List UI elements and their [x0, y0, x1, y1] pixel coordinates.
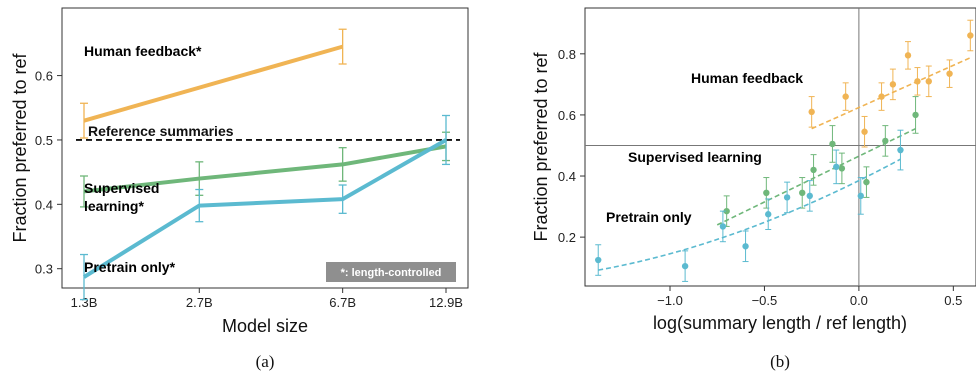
y-tick-label: 0.3 — [35, 262, 53, 277]
panel-b-y-axis-title: Fraction preferred to ref — [531, 51, 551, 241]
y-tick-label: 0.6 — [558, 108, 576, 123]
x-tick-label: −1.0 — [657, 293, 683, 308]
panel-a-y-axis-title: Fraction preferred to ref — [10, 52, 30, 242]
y-tick-label: 0.5 — [35, 133, 53, 148]
human-feedback-fit-line — [811, 56, 973, 130]
pretrain-only-point — [897, 146, 904, 154]
supervised-learning-line — [83, 144, 447, 194]
supervised-learning-point — [863, 178, 870, 186]
supervised-learning-point — [838, 165, 846, 172]
panel-a-series-labels: Human feedback* Supervised learning* Pre… — [84, 43, 202, 275]
pretrain-only-point — [765, 211, 772, 218]
panel-a-y-ticks: 0.3 0.4 0.5 0.6 — [35, 69, 62, 277]
supervised-learning-point — [882, 137, 889, 145]
panel-b-frame — [584, 7, 976, 287]
pretrain-only-point — [857, 192, 864, 200]
x-tick-label: 0.0 — [850, 293, 868, 308]
series-label-human-feedback-b: Human feedback — [691, 70, 803, 86]
supervised-learning-point — [829, 140, 836, 148]
pretrain-only-point — [595, 256, 602, 264]
human-feedback-point — [889, 81, 897, 88]
pretrain-only-fit-line — [598, 158, 901, 271]
y-tick-label: 0.8 — [558, 47, 576, 62]
supervised-learning-fit-line — [716, 127, 916, 226]
panel-a-series — [80, 28, 450, 301]
supervised-learning-point — [810, 166, 817, 174]
pretrain-only-point — [742, 243, 749, 250]
human-feedback-point — [946, 70, 953, 77]
panel-a-x-axis-title: Model size — [222, 316, 308, 336]
panel-b-x-axis-title: log(summary length / ref length) — [653, 313, 907, 333]
panel-b-series — [595, 19, 974, 282]
x-tick-label: 1.3B — [71, 295, 98, 310]
x-tick-label: 12.9B — [429, 295, 463, 310]
supervised-learning-point — [723, 207, 730, 215]
panel-a-line-chart: 0.3 0.4 0.5 0.6 1.3B 2.7B 6.7B 12.9B Reference… — [10, 7, 469, 371]
y-tick-label: 0.6 — [35, 69, 53, 84]
human-feedback-line — [83, 44, 344, 123]
human-feedback-point — [914, 78, 921, 85]
panel-a-caption: (a) — [256, 352, 275, 371]
y-tick-label: 0.4 — [35, 197, 53, 212]
human-feedback-point — [967, 32, 974, 39]
series-label-pretrain-b: Pretrain only — [606, 209, 692, 225]
x-tick-label: 6.7B — [329, 295, 356, 310]
human-feedback-point — [904, 52, 912, 59]
human-feedback-point — [878, 93, 885, 100]
human-feedback-point — [808, 108, 815, 116]
pretrain-only-line — [82, 138, 447, 279]
human-feedback-point — [842, 93, 849, 100]
supervised-learning-point — [799, 189, 806, 197]
pretrain-only-point — [783, 194, 791, 201]
y-tick-label: 0.4 — [558, 169, 576, 184]
series-label-supervised-line1: Supervised — [84, 180, 159, 196]
reference-summaries-label: Reference summaries — [88, 123, 234, 139]
panel-b-caption: (b) — [770, 352, 790, 371]
panel-b-scatter-chart: 0.2 0.4 0.6 0.8 −1.0 −0.5 0.0 0.5 Human feedba… — [531, 7, 976, 371]
human-feedback-point — [861, 128, 868, 135]
series-label-supervised-line2: learning* — [84, 198, 144, 214]
length-controlled-note-box — [326, 262, 456, 282]
pretrain-only-point — [719, 223, 727, 230]
panel-b-series-labels: Human feedback Supervised learning Pretr… — [606, 70, 803, 225]
x-tick-label: −0.5 — [752, 293, 778, 308]
supervised-learning-point — [763, 189, 770, 197]
pretrain-only-point — [833, 163, 840, 171]
series-label-supervised-b: Supervised learning — [628, 149, 762, 165]
length-controlled-note: *: length-controlled — [341, 267, 442, 279]
supervised-learning-point — [912, 111, 919, 119]
panel-a-x-ticks: 1.3B 2.7B 6.7B 12.9B — [71, 288, 463, 310]
pretrain-only-point — [806, 192, 813, 200]
series-label-human-feedback: Human feedback* — [84, 43, 202, 59]
panel-b-y-ticks: 0.2 0.4 0.6 0.8 — [558, 47, 585, 245]
y-tick-label: 0.2 — [558, 230, 576, 245]
series-label-pretrain-only: Pretrain only* — [84, 259, 176, 275]
panel-a-frame — [61, 7, 469, 289]
x-tick-label: 0.5 — [944, 293, 962, 308]
panel-b-x-ticks: −1.0 −0.5 0.0 0.5 — [657, 286, 962, 308]
x-tick-label: 2.7B — [186, 295, 213, 310]
pretrain-only-point — [681, 262, 689, 270]
human-feedback-point — [925, 78, 932, 85]
